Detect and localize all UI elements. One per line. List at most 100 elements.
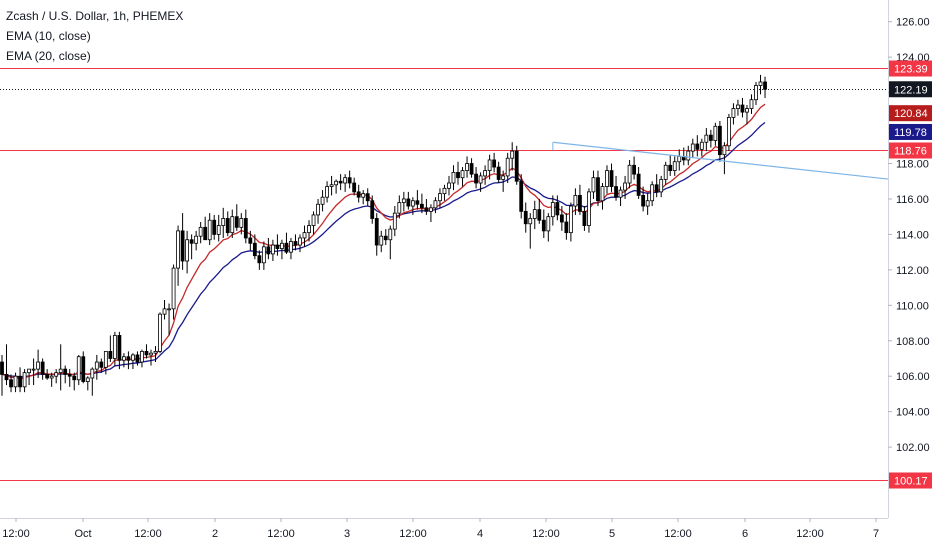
candle-body-up bbox=[36, 361, 41, 370]
candle-body-down bbox=[519, 180, 524, 212]
candle-body-up bbox=[605, 170, 609, 187]
candle bbox=[451, 165, 456, 191]
candle-body-down bbox=[284, 242, 289, 253]
candle bbox=[492, 152, 497, 173]
candle bbox=[347, 170, 352, 189]
candle-body-up bbox=[343, 177, 348, 184]
candle bbox=[627, 159, 632, 189]
price-tick-label: 118.00 bbox=[896, 159, 929, 171]
time-axis: 12:00 Oct 12:00 2 12:00 3 12:00 4 12:00 5 12:00 6 12… bbox=[0, 518, 888, 540]
price-tick-label: 110.00 bbox=[896, 300, 929, 312]
candle bbox=[717, 120, 722, 162]
candle-body-up bbox=[447, 182, 451, 189]
candle bbox=[135, 351, 140, 366]
candle-body-up bbox=[171, 267, 176, 310]
candle bbox=[185, 230, 190, 274]
candle-body-up bbox=[550, 202, 555, 218]
candle bbox=[465, 156, 469, 178]
chart-legend: Zcash / U.S. Dollar, 1h, PHEMEX EMA (10,… bbox=[6, 6, 183, 66]
candle-body-up bbox=[745, 108, 749, 113]
candle-body-up bbox=[600, 186, 605, 202]
price-tag bbox=[889, 123, 932, 140]
candle-body-down bbox=[415, 200, 420, 205]
candle-body-down bbox=[4, 374, 9, 381]
time-tick-label: 12:00 bbox=[267, 528, 295, 540]
candle-body-down bbox=[338, 180, 343, 184]
candle bbox=[252, 234, 257, 260]
time-tick-label: 12:00 bbox=[664, 528, 692, 540]
candle-body-up bbox=[320, 196, 325, 205]
candle-body-up bbox=[397, 202, 402, 214]
candle bbox=[248, 230, 253, 251]
candle-body-up bbox=[334, 180, 339, 186]
candle bbox=[216, 214, 221, 242]
candle-body-down bbox=[636, 173, 641, 196]
candle bbox=[31, 358, 36, 386]
candle bbox=[645, 193, 650, 215]
price-tick-label: 108.00 bbox=[896, 336, 930, 348]
candle-body-up bbox=[677, 156, 682, 163]
candle-body-down bbox=[514, 150, 519, 182]
candle-body-down bbox=[252, 242, 257, 257]
candle bbox=[72, 372, 77, 391]
candle bbox=[36, 349, 41, 378]
candle-body-up bbox=[239, 218, 244, 228]
candle bbox=[460, 167, 465, 187]
level-price-tag bbox=[889, 142, 932, 159]
candle-body-up bbox=[162, 308, 167, 315]
candle-body-down bbox=[248, 237, 253, 244]
candle bbox=[713, 122, 718, 146]
candle-body-down bbox=[203, 226, 208, 241]
candle-body-down bbox=[469, 163, 474, 175]
candle bbox=[338, 174, 343, 191]
candle bbox=[131, 353, 135, 370]
price-tick-label: 106.00 bbox=[896, 371, 930, 383]
candle bbox=[587, 188, 591, 233]
candle bbox=[167, 303, 171, 336]
candle-body-down bbox=[383, 235, 388, 241]
candle-body-up bbox=[153, 350, 158, 354]
candle-body-down bbox=[108, 350, 113, 359]
candle bbox=[275, 234, 280, 256]
candle-body-up bbox=[722, 145, 727, 156]
candle-body-up bbox=[140, 350, 144, 363]
candle bbox=[388, 225, 393, 260]
candle bbox=[745, 105, 749, 125]
candle-body-up bbox=[289, 241, 293, 253]
candle-body-down bbox=[668, 164, 673, 172]
candles bbox=[0, 74, 767, 396]
candle bbox=[438, 188, 442, 208]
candle bbox=[90, 367, 95, 396]
candle bbox=[469, 158, 474, 178]
candle-body-up bbox=[704, 134, 709, 143]
candle bbox=[695, 135, 700, 157]
candle-body-up bbox=[438, 193, 442, 202]
candle-body-up bbox=[663, 164, 668, 180]
price-tick-label: 126.00 bbox=[896, 17, 930, 29]
candle bbox=[605, 165, 609, 194]
price-tick-label: 116.00 bbox=[896, 194, 929, 206]
candle bbox=[568, 202, 573, 242]
candle-body-down bbox=[212, 219, 217, 235]
candle bbox=[424, 198, 429, 215]
time-tick-label: 12:00 bbox=[399, 528, 427, 540]
horizontal-lines bbox=[0, 68, 888, 481]
candle-body-up bbox=[623, 182, 627, 191]
candle bbox=[221, 207, 226, 238]
candle-body-down bbox=[45, 374, 50, 379]
candle bbox=[740, 97, 745, 118]
candle bbox=[379, 230, 384, 253]
candle bbox=[108, 335, 113, 363]
candle bbox=[307, 220, 311, 242]
level-price-tag bbox=[889, 472, 932, 489]
ema20-label: EMA (20, close) bbox=[6, 49, 91, 63]
price-tick-label: 112.00 bbox=[896, 265, 929, 277]
candle-body-up bbox=[618, 189, 623, 198]
candle-body-down bbox=[641, 195, 646, 207]
candle bbox=[659, 175, 664, 198]
candle-body-up bbox=[54, 372, 59, 377]
candle bbox=[302, 225, 307, 247]
candle bbox=[230, 209, 235, 238]
candle-body-up bbox=[528, 218, 533, 225]
